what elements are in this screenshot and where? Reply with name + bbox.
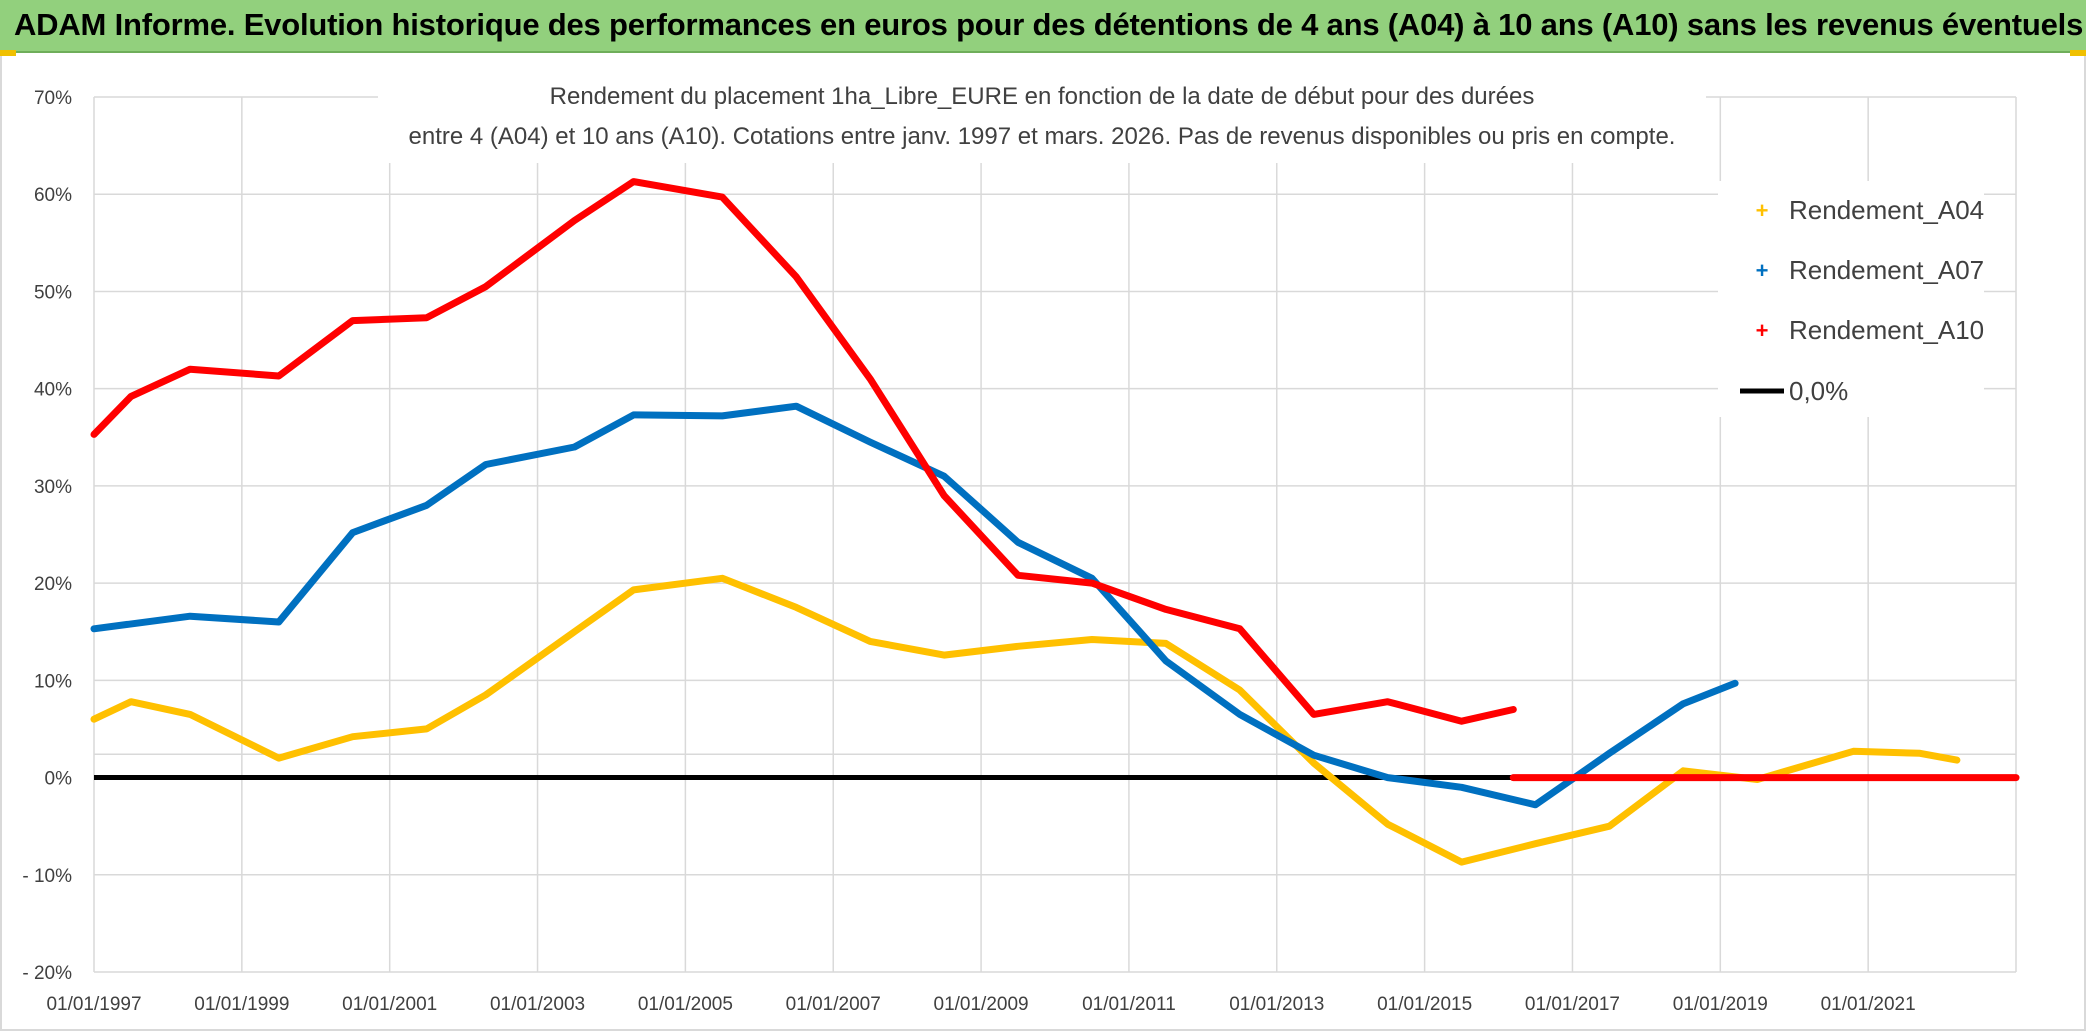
legend-marker-a04: + (1756, 198, 1769, 223)
y-tick-label: 70% (34, 88, 72, 109)
legend-label-a04: Rendement_A04 (1789, 195, 1984, 225)
x-tick-label: 01/01/2019 (1673, 994, 1768, 1015)
grid-layer (93, 96, 2017, 973)
x-tick-label: 01/01/2007 (786, 994, 881, 1015)
legend-marker-a07: + (1756, 258, 1769, 283)
x-tick-label: 01/01/2021 (1821, 994, 1916, 1015)
x-tick-label: 01/01/2017 (1525, 994, 1620, 1015)
x-tick-label: 01/01/2011 (1082, 994, 1176, 1015)
series-line-rendement-a04 (90, 574, 1961, 866)
chart-legend: + Rendement_A04 + Rendement_A07 + Rendem… (1718, 181, 1984, 417)
legend-label-a07: Rendement_A07 (1789, 255, 1984, 285)
x-tick-label: 01/01/1997 (46, 994, 141, 1015)
y-tick-label: 60% (34, 185, 72, 206)
x-tick-label: 01/01/2015 (1377, 994, 1472, 1015)
legend-label-a10: Rendement_A10 (1789, 315, 1984, 345)
corner-mark-left (0, 50, 16, 56)
legend-marker-a10: + (1756, 318, 1769, 343)
performance-line-chart: 70% 60% 50% 40% 30% 20% 10% 0% - 10% - 20% 01/01/1… (22, 71, 2020, 1015)
y-tick-label: 0% (45, 769, 73, 790)
x-tick-label: 01/01/2001 (342, 994, 437, 1015)
y-tick-label: 10% (34, 671, 72, 692)
x-tick-label: 01/01/2013 (1229, 994, 1324, 1015)
x-tick-label: 01/01/2003 (490, 994, 585, 1015)
x-tick-label: 01/01/2009 (934, 994, 1029, 1015)
corner-mark-right (2070, 50, 2086, 56)
y-tick-label: - 10% (22, 866, 72, 887)
banner-title: ADAM Informe. Evolution historique des p… (14, 7, 2084, 42)
chart-title-line-1: Rendement du placement 1ha_Libre_EURE en… (550, 83, 1535, 110)
x-tick-label: 01/01/2005 (638, 994, 733, 1015)
chart-title-line-2: entre 4 (A04) et 10 ans (A10). Cotations… (409, 123, 1676, 150)
series-line-rendement-a07 (90, 402, 1739, 809)
series-line-rendement-a10 (90, 178, 1517, 725)
x-tick-label: 01/01/1999 (194, 994, 289, 1015)
y-tick-label: 40% (34, 380, 72, 401)
y-tick-label: - 20% (22, 963, 72, 984)
chart-title: Rendement du placement 1ha_Libre_EURE en… (378, 71, 1706, 163)
y-tick-label: 20% (34, 574, 72, 595)
report-banner: ADAM Informe. Evolution historique des p… (0, 0, 2086, 53)
legend-label-zero: 0,0% (1789, 376, 1848, 406)
y-tick-label: 30% (34, 477, 72, 498)
axis-layer: 70% 60% 50% 40% 30% 20% 10% 0% - 10% - 20% 01/01/1… (22, 88, 1915, 1015)
y-tick-label: 50% (34, 282, 72, 303)
series-layer (90, 178, 2020, 866)
